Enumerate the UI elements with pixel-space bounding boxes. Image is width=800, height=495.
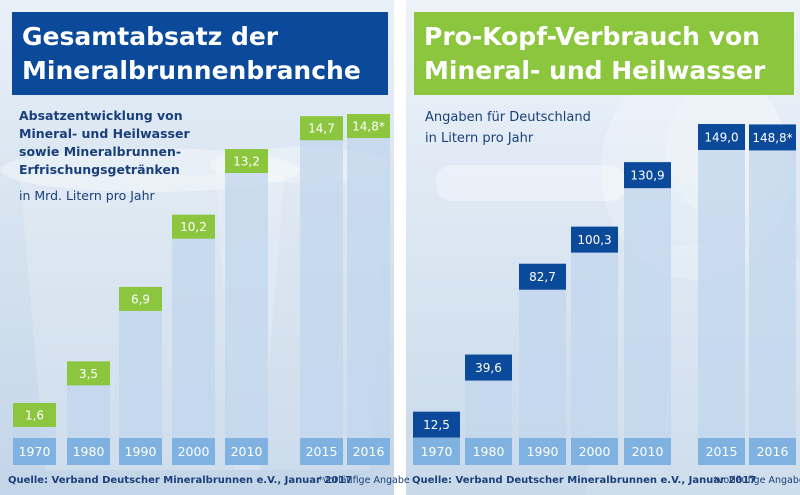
right-source: Quelle: Verband Deutscher Mineralbrunnen…	[412, 475, 757, 486]
left-subtitle-line-2: Mineral- und Heilwasser	[19, 126, 190, 141]
right-value-box-2015	[698, 124, 745, 150]
left-title-line-2: Mineralbrunnenbranche	[22, 56, 361, 85]
left-bar-1990	[119, 286, 162, 438]
right-value-box-1980	[465, 354, 512, 381]
right-year-strip-1990	[519, 438, 566, 465]
right-value-label-1990: 82,7	[529, 270, 556, 284]
right-value-box-1970	[413, 411, 460, 438]
left-year-label-1980: 1980	[73, 444, 105, 459]
left-value-label-1970: 1,6	[25, 408, 44, 422]
left-value-label-2010: 13,2	[233, 155, 260, 169]
right-year-strip-2015	[698, 438, 745, 465]
right-value-box-2016	[749, 124, 796, 151]
left-footnote: *vorläufige Angabe	[318, 475, 410, 486]
right-bar-1990	[519, 263, 566, 438]
right-bar-2016	[749, 124, 796, 438]
left-subtitle: Absatzentwicklung von Mineral- und Heilw…	[19, 107, 190, 179]
right-title-line-2: Mineral- und Heilwasser	[424, 56, 766, 85]
left-value-box-2015	[300, 116, 343, 141]
left-subtitle-line-1: Absatzentwicklung von	[19, 108, 183, 123]
left-year-strip-2015	[300, 438, 343, 465]
left-year-label-2000: 2000	[178, 444, 210, 459]
right-panel: Pro-Kopf-Verbrauch von Mineral- und Heil…	[406, 0, 800, 495]
left-value-box-2016	[347, 114, 390, 138]
left-year-label-2016: 2016	[353, 444, 385, 459]
left-value-box-2000	[172, 214, 215, 239]
right-footnote: *vorläufige Angabe	[713, 475, 800, 486]
left-bar-2000	[172, 214, 215, 438]
left-value-box-1970	[13, 402, 56, 427]
left-value-label-1990: 6,9	[131, 292, 150, 306]
left-year-label-1970: 1970	[19, 444, 51, 459]
right-year-label-1980: 1980	[473, 444, 505, 459]
left-year-strip-2000	[172, 438, 215, 465]
right-value-label-2000: 100,3	[577, 233, 611, 247]
left-value-label-2015: 14,7	[308, 122, 335, 136]
left-year-strip-2016	[347, 438, 390, 465]
left-value-box-2010	[225, 149, 268, 174]
left-year-strip-1980	[67, 438, 110, 465]
right-year-label-2016: 2016	[757, 444, 789, 459]
right-value-box-1990	[519, 263, 566, 290]
right-year-label-1970: 1970	[421, 444, 453, 459]
right-year-strip-1970	[413, 438, 460, 465]
left-panel: Gesamtabsatz der Mineralbrunnenbranche A…	[0, 0, 394, 495]
right-value-label-2015: 149,0	[704, 131, 738, 145]
right-year-label-2000: 2000	[579, 444, 611, 459]
right-value-label-1980: 39,6	[475, 361, 502, 375]
right-year-strip-2010	[624, 438, 671, 465]
left-value-label-2000: 10,2	[180, 220, 207, 234]
left-year-label-2015: 2015	[306, 444, 338, 459]
right-year-strip-2000	[571, 438, 618, 465]
right-subtitle-line-2: in Litern pro Jahr	[425, 131, 534, 146]
right-value-label-1970: 12,5	[423, 418, 450, 432]
right-value-label-2010: 130,9	[630, 169, 664, 183]
left-value-label-2016: 14,8*	[352, 120, 385, 134]
left-source: Quelle: Verband Deutscher Mineralbrunnen…	[8, 475, 353, 486]
left-value-label-1980: 3,5	[79, 367, 98, 381]
left-bar-chart: 1,6 1970 3,5 1980 6,9 1990 10,2 2000 13,2 2010 14,…	[13, 114, 390, 465]
right-year-label-1990: 1990	[527, 444, 559, 459]
left-bar-2016	[347, 114, 390, 438]
left-value-box-1990	[119, 286, 162, 311]
right-bar-2000	[571, 226, 618, 438]
left-subtitle-line-4: Erfrischungsgetränken	[19, 162, 180, 177]
right-year-strip-1980	[465, 438, 512, 465]
right-year-label-2015: 2015	[706, 444, 738, 459]
right-title-line-1: Pro-Kopf-Verbrauch von	[424, 22, 760, 51]
left-year-strip-1990	[119, 438, 162, 465]
left-value-box-1980	[67, 361, 110, 386]
right-year-strip-2016	[749, 438, 796, 465]
left-year-label-2010: 2010	[231, 444, 263, 459]
right-subtitle-line-1: Angaben für Deutschland	[425, 110, 591, 125]
left-year-strip-1970	[13, 438, 56, 465]
left-bar-2010	[225, 149, 268, 438]
right-year-label-2010: 2010	[632, 444, 664, 459]
right-bar-chart: 12,5 1970 39,6 1980 82,7 1990 100,3 2000 130,9 20…	[413, 124, 796, 465]
left-unit: in Mrd. Litern pro Jahr	[19, 188, 155, 203]
left-subtitle-line-3: sowie Mineralbrunnen-	[19, 144, 182, 159]
right-value-box-2000	[571, 226, 618, 253]
left-title-line-1: Gesamtabsatz der	[22, 22, 279, 51]
left-bar-2015	[300, 116, 343, 439]
right-bar-2015	[698, 124, 745, 438]
right-value-label-2016: 148,8*	[752, 131, 792, 145]
right-value-box-2010	[624, 162, 671, 189]
right-subtitle: Angaben für Deutschland in Litern pro Ja…	[425, 107, 591, 149]
left-year-strip-2010	[225, 438, 268, 465]
right-bar-2010	[624, 162, 671, 439]
left-title-box: Gesamtabsatz der Mineralbrunnenbranche	[12, 12, 388, 95]
right-title-box: Pro-Kopf-Verbrauch von Mineral- und Heil…	[414, 12, 794, 95]
left-year-label-1990: 1990	[125, 444, 157, 459]
